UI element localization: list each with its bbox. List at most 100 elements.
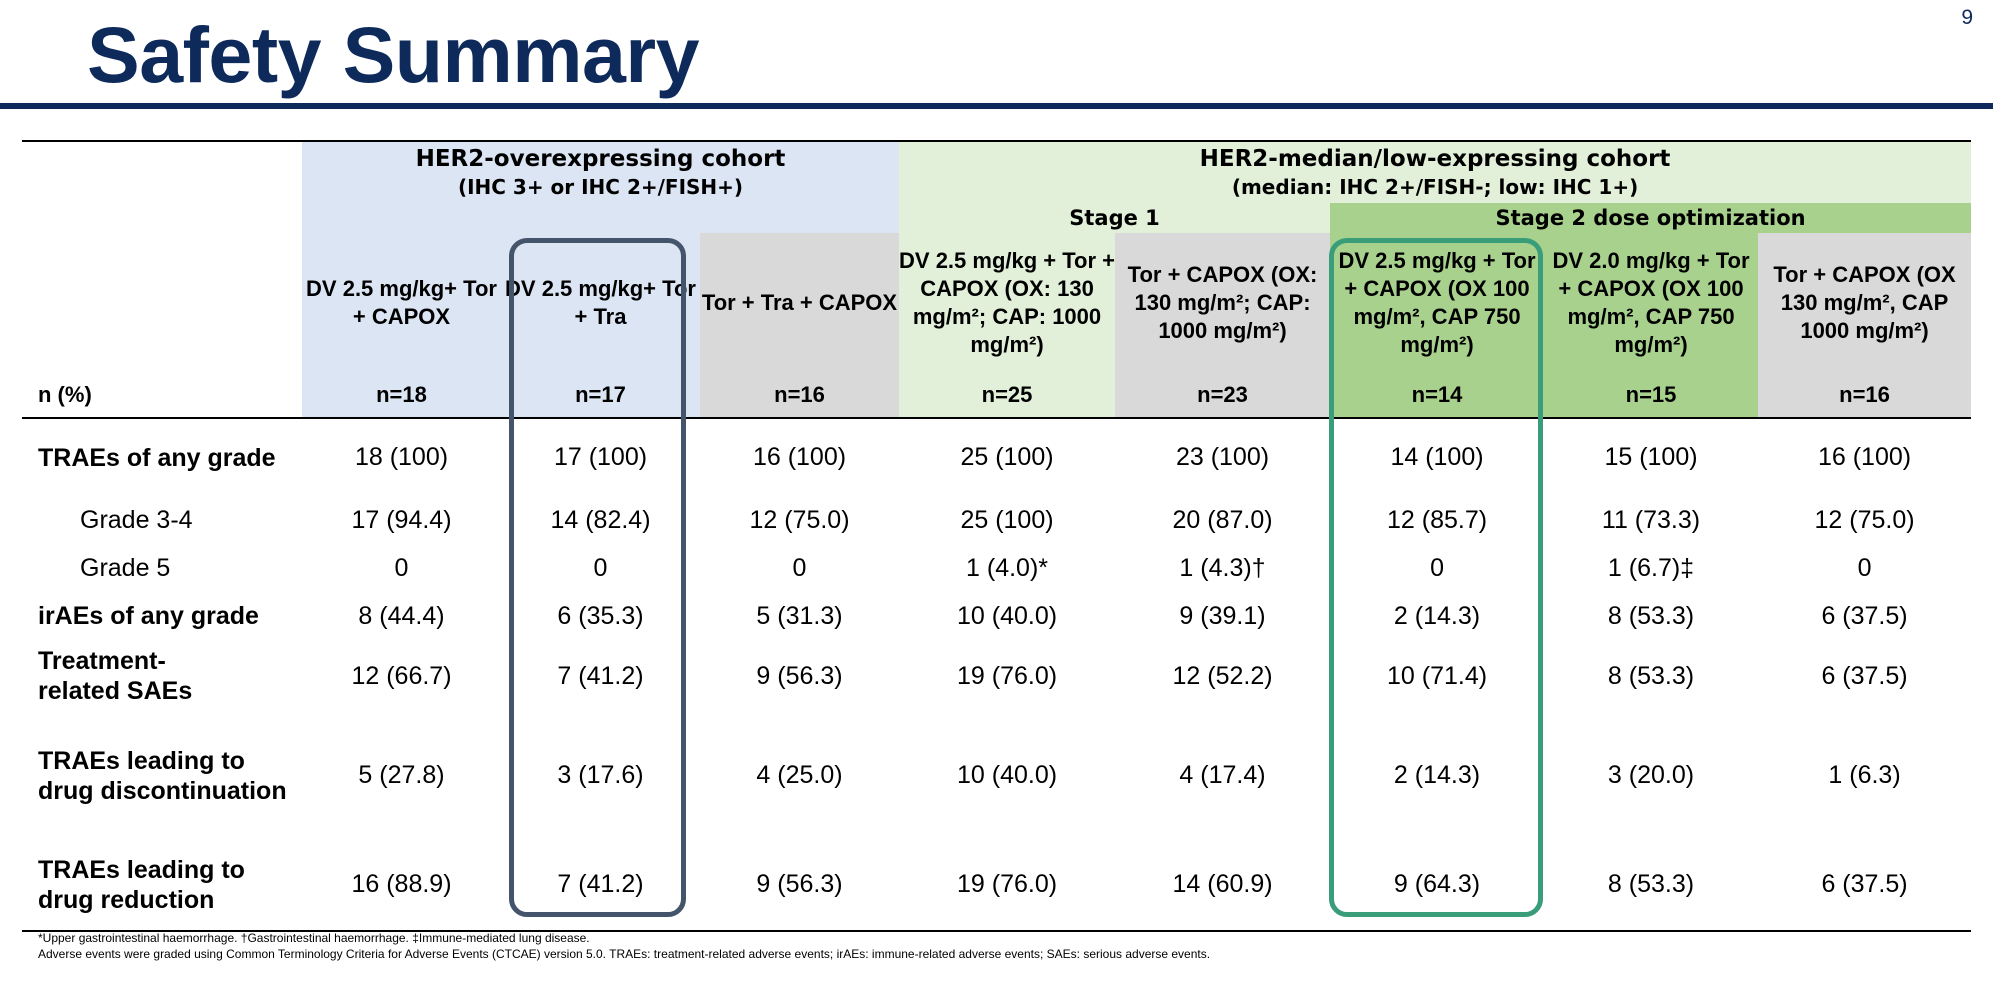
table-cell: 12 (75.0): [1814, 505, 1915, 534]
arm-n: n=23: [1115, 373, 1331, 419]
table-cell: 10 (40.0): [956, 601, 1058, 630]
table-cell: 14 (82.4): [550, 505, 651, 534]
header-blank: [700, 203, 900, 233]
header-blank: [302, 203, 501, 233]
table-cell: 9 (56.3): [756, 661, 843, 690]
cohort-title: HER2-median/low-expressing cohort: [1199, 145, 1671, 172]
table-row: TRAEs leading to drug reduction 16 (88.9…: [22, 839, 1972, 932]
n-percent-label: n (%): [22, 373, 302, 419]
arm-n: n=14: [1330, 373, 1545, 419]
row-label: TRAEs of any grade: [38, 443, 276, 472]
table-cell: 15 (100): [1604, 443, 1698, 471]
table-cell: 12 (66.7): [351, 661, 452, 690]
arm-header: Tor + Tra + CAPOX: [700, 233, 900, 373]
table-cell: 12 (52.2): [1172, 661, 1273, 690]
header-blank: [501, 203, 700, 233]
table-cell: 12 (85.7): [1386, 505, 1488, 534]
table-row: Grade 3-4 17 (94.4) 14 (82.4) 12 (75.0) …: [22, 496, 1971, 544]
arm-header: DV 2.5 mg/kg + Tor + CAPOX (OX: 130 mg/m…: [899, 233, 1116, 373]
arm-n: n=16: [700, 373, 900, 419]
table-cell: 6 (37.5): [1758, 839, 1972, 932]
her2-low-cohort-header: HER2-median/low-expressing cohort (media…: [899, 141, 1972, 203]
safety-summary-table: HER2-overexpressing cohort (IHC 3+ or IH…: [22, 140, 1972, 932]
table-cell: 8 (44.4): [358, 601, 445, 630]
table-cell: 10 (40.0): [956, 761, 1058, 789]
arm-header: DV 2.5 mg/kg+ Tor + CAPOX: [302, 233, 501, 373]
arm-header: Tor + CAPOX (OX 130 mg/m², CAP 1000 mg/m…: [1758, 233, 1972, 373]
her2-overexpressing-cohort-header: HER2-overexpressing cohort (IHC 3+ or IH…: [302, 141, 900, 203]
table-cell: 9 (56.3): [700, 839, 900, 932]
arm-n: n=17: [501, 373, 700, 419]
table-row: Treatment-related SAEs 12 (66.7) 7 (41.2…: [22, 640, 1971, 712]
title-divider: [0, 103, 1993, 109]
table-cell: 20 (87.0): [1172, 505, 1273, 534]
table-cell: 8 (53.3): [1607, 601, 1695, 630]
table-cell: 17 (100): [553, 443, 648, 471]
table-cell: 9 (39.1): [1179, 601, 1266, 630]
table-cell: 23 (100): [1175, 443, 1270, 471]
table-cell: 0: [1430, 553, 1444, 582]
table-row: irAEs of any grade 8 (44.4) 6 (35.3) 5 (…: [22, 592, 1971, 640]
arm-n: n=16: [1758, 373, 1972, 419]
header-blank: [22, 141, 302, 203]
cohort-title: HER2-overexpressing cohort: [415, 145, 786, 172]
table-cell: 1 (4.0)*: [966, 553, 1048, 582]
table-cell: 0: [593, 553, 608, 582]
table-cell: 9 (64.3): [1330, 839, 1545, 932]
table-cell: 0: [792, 553, 807, 582]
table-row: TRAEs of any grade 18 (100) 17 (100) 16 …: [22, 418, 1971, 496]
table-cell: 8 (53.3): [1607, 661, 1695, 690]
table-cell: 7 (41.2): [557, 661, 644, 690]
table-row: TRAEs leading to drug discontinuation 5 …: [22, 712, 1971, 839]
table-cell: 6 (37.5): [1821, 601, 1908, 630]
table-cell: 18 (100): [354, 443, 449, 471]
row-label: Grade 5: [80, 554, 171, 582]
arm-header: DV 2.5 mg/kg + Tor + CAPOX (OX 100 mg/m²…: [1330, 233, 1545, 373]
slide-title: Safety Summary: [87, 10, 700, 99]
table-cell: 3 (20.0): [1607, 761, 1695, 789]
arm-header: DV 2.5 mg/kg+ Tor + Tra: [501, 233, 700, 373]
header-blank: [22, 233, 302, 373]
table-cell: 25 (100): [960, 505, 1054, 534]
stage-1-header: Stage 1: [899, 203, 1331, 233]
row-label: TRAEs leading to drug reduction: [22, 839, 302, 932]
stage-2-header: Stage 2 dose optimization: [1330, 203, 1972, 233]
table-cell: 6 (35.3): [557, 601, 644, 630]
table-cell: 19 (76.0): [956, 661, 1058, 690]
table-cell: 1 (4.3)†: [1179, 553, 1266, 582]
header-blank: [22, 203, 302, 233]
table-cell: 10 (71.4): [1386, 661, 1488, 690]
table-cell: 4 (25.0): [756, 761, 843, 789]
arm-header: DV 2.0 mg/kg + Tor + CAPOX (OX 100 mg/m²…: [1544, 233, 1759, 373]
table-cell: 2 (14.3): [1393, 601, 1481, 630]
row-label: Treatment-related SAEs: [38, 647, 193, 705]
table-cell: 16 (100): [752, 443, 847, 471]
table-cell: 12 (75.0): [749, 505, 850, 534]
cohort-subtitle: (median: IHC 2+/FISH-; low: IHC 1+): [1231, 174, 1639, 199]
table-cell: 3 (17.6): [557, 761, 644, 789]
arm-n: n=25: [899, 373, 1116, 419]
row-label: Grade 3-4: [80, 506, 193, 534]
table-cell: 14 (100): [1390, 443, 1484, 471]
cohort-subtitle: (IHC 3+ or IHC 2+/FISH+): [457, 174, 744, 199]
table-cell: 14 (60.9): [1115, 839, 1331, 932]
table-row: Grade 5 0 0 0 1 (4.0)* 1 (4.3)† 0 1 (6.7…: [22, 544, 1971, 592]
table-cell: 0: [1857, 553, 1872, 582]
footnote-line-2: Adverse events were graded using Common …: [38, 947, 1211, 961]
table-cell: 4 (17.4): [1179, 761, 1266, 789]
table-cell: 5 (31.3): [756, 601, 843, 630]
arm-n: n=15: [1544, 373, 1759, 419]
arm-n: n=18: [302, 373, 501, 419]
footnote-line-1: *Upper gastrointestinal haemorrhage. †Ga…: [38, 931, 590, 945]
table-cell: 1 (6.3): [1828, 761, 1901, 789]
table-cell: 6 (37.5): [1821, 661, 1908, 690]
table-cell: 19 (76.0): [899, 839, 1116, 932]
table-cell: 25 (100): [960, 443, 1054, 471]
table-cell: 0: [394, 553, 409, 582]
page-number: 9: [1961, 6, 1973, 29]
table-cell: 11 (73.3): [1601, 505, 1701, 534]
row-label: irAEs of any grade: [38, 602, 259, 630]
arm-header: Tor + CAPOX (OX: 130 mg/m²; CAP: 1000 mg…: [1115, 233, 1331, 373]
table-cell: 16 (100): [1817, 443, 1912, 471]
table-cell: 17 (94.4): [351, 505, 452, 534]
